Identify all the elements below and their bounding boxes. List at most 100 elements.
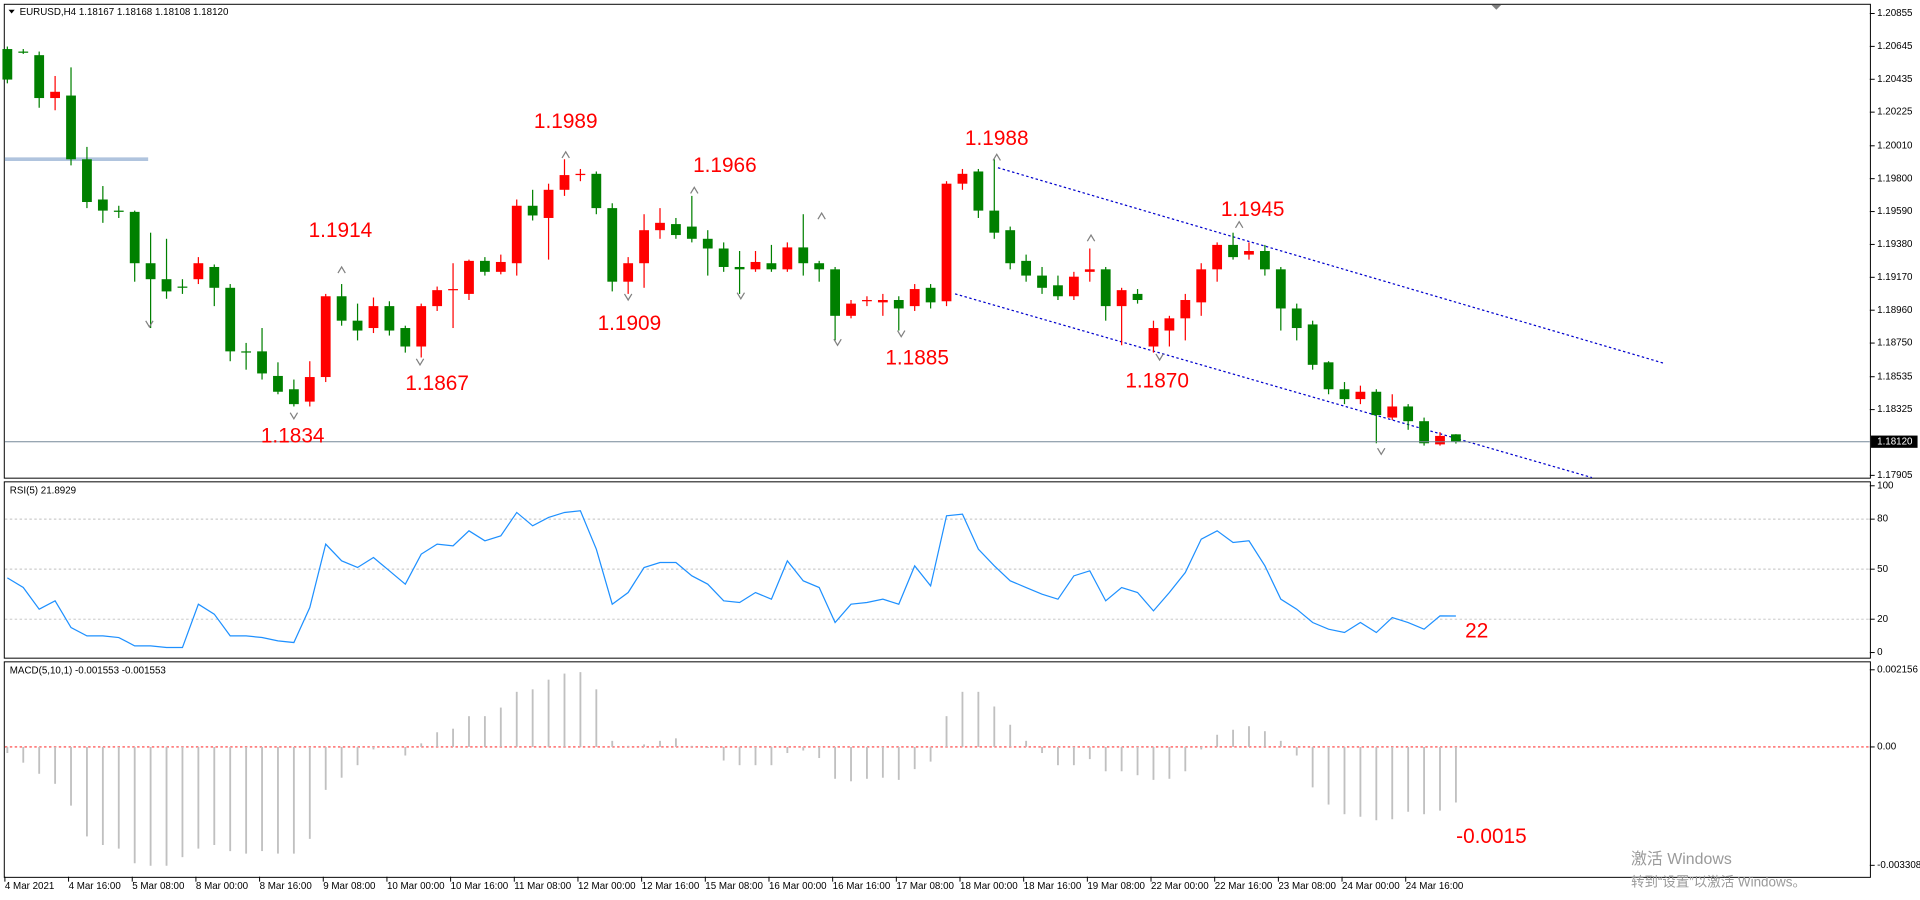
x-tick-label: 8 Mar 00:00 — [196, 881, 249, 892]
candle-body — [288, 389, 299, 405]
candle-body — [66, 95, 76, 160]
fractal-down — [833, 338, 842, 347]
candle-body — [1068, 276, 1079, 297]
candle-body — [1021, 260, 1032, 276]
candle-body — [830, 269, 840, 316]
annotation: 1.1914 — [309, 219, 373, 242]
candle-body — [559, 175, 570, 190]
y-tick-label: 1.17905 — [1877, 470, 1913, 481]
candle-body — [591, 173, 602, 209]
annotation: 1.1909 — [598, 312, 662, 335]
candle-body — [1451, 434, 1461, 442]
fractal-up — [561, 150, 570, 159]
candle-body — [352, 320, 363, 331]
annotation: 1.1834 — [261, 425, 325, 448]
candle-body — [734, 266, 745, 270]
x-tick-label: 17 Mar 08:00 — [896, 881, 954, 892]
rsi-frame — [3, 481, 1871, 659]
y-tick-label: 0.00 — [1877, 742, 1897, 753]
candle-body — [846, 303, 856, 316]
y-tick-label: 1.19590 — [1877, 206, 1913, 217]
watermark: 转到“设置”以激活 Windows。 — [1631, 874, 1806, 889]
candle-body — [336, 296, 347, 321]
candle-body — [1196, 269, 1207, 303]
candle-body — [575, 173, 586, 176]
fractal-up — [1234, 220, 1244, 229]
candle-body — [686, 226, 697, 239]
candle-body — [543, 189, 554, 218]
candle-body — [432, 290, 443, 307]
candle-body — [1053, 285, 1063, 297]
main-frame — [3, 3, 1871, 479]
candle-body — [1037, 275, 1047, 288]
candle-body — [623, 263, 634, 282]
x-tick-label: 10 Mar 16:00 — [451, 881, 509, 892]
candle-body — [480, 260, 490, 272]
x-tick-label: 24 Mar 00:00 — [1342, 881, 1400, 892]
candle-body — [1084, 269, 1095, 272]
fractal-down — [415, 358, 425, 367]
candle-body — [671, 224, 681, 236]
candle-body — [1323, 362, 1334, 390]
candle-body — [1244, 251, 1254, 255]
x-tick-label: 11 Mar 08:00 — [514, 881, 571, 892]
decor — [3, 3, 1871, 878]
x-tick-label: 18 Mar 00:00 — [960, 881, 1018, 892]
candle-body — [527, 205, 538, 216]
price-tag — [1871, 435, 1918, 448]
candle-body — [782, 247, 793, 270]
annotation: 1.1885 — [885, 346, 949, 369]
y-tick-label: 1.19800 — [1877, 173, 1913, 184]
y-tick-label: 1.18750 — [1877, 338, 1913, 349]
candle-body — [464, 260, 474, 294]
x-tick-label: 19 Mar 08:00 — [1087, 881, 1145, 892]
candle-body — [384, 306, 395, 331]
candle-body — [766, 263, 777, 270]
x-tick-label: 15 Mar 08:00 — [705, 881, 763, 892]
y-tick-label: 80 — [1877, 514, 1888, 525]
annotation: -0.0015 — [1456, 825, 1527, 848]
candle-body — [1164, 318, 1175, 331]
x-tick-label: 24 Mar 16:00 — [1406, 881, 1464, 892]
x-tick-label: 4 Mar 2021 — [5, 881, 54, 892]
candle-body — [941, 183, 952, 302]
candle-body — [50, 91, 60, 99]
price-tag-label: 1.18120 — [1877, 436, 1913, 447]
y-tick-label: 20 — [1877, 614, 1888, 625]
fractal-up — [817, 211, 826, 220]
x-tick-label: 10 Mar 00:00 — [387, 881, 445, 892]
x-tick-label: 4 Mar 16:00 — [69, 881, 122, 892]
candle-body — [225, 287, 236, 352]
candle-body — [304, 377, 315, 402]
candle-body — [145, 263, 156, 280]
candle-body — [1307, 324, 1318, 365]
fractal-down — [145, 320, 154, 329]
candle-body — [209, 266, 220, 288]
candle-body — [1116, 290, 1127, 307]
candle-body — [320, 296, 331, 378]
candle-body — [1291, 308, 1302, 329]
y-tick-label: 100 — [1877, 480, 1894, 491]
candle-body — [702, 238, 713, 249]
candle-body — [1212, 244, 1223, 270]
channel-line — [997, 167, 1666, 365]
annotation: 22 — [1465, 619, 1488, 642]
candle-body — [241, 351, 252, 353]
candle-body — [1435, 435, 1445, 445]
y-tick-label: 1.20435 — [1877, 74, 1913, 85]
fractal-up — [1086, 233, 1096, 242]
y-tick-label: 1.20225 — [1877, 107, 1913, 118]
y-tick-label: 1.19380 — [1877, 239, 1913, 250]
candle-body — [1339, 389, 1350, 400]
x-tick-label: 12 Mar 16:00 — [642, 881, 700, 892]
y-tick-label: 0 — [1877, 647, 1883, 658]
x-tick-label: 9 Mar 08:00 — [323, 881, 376, 892]
x-tick-label: 22 Mar 16:00 — [1215, 881, 1273, 892]
y-tick-label: 1.18960 — [1877, 305, 1913, 316]
x-tick-label: 22 Mar 00:00 — [1151, 881, 1209, 892]
candle-body — [925, 287, 936, 303]
fractal-up — [690, 186, 699, 194]
candle-body — [862, 300, 872, 302]
y-tick-label: 1.20855 — [1877, 8, 1913, 19]
y-tick-label: 1.20010 — [1877, 140, 1913, 151]
